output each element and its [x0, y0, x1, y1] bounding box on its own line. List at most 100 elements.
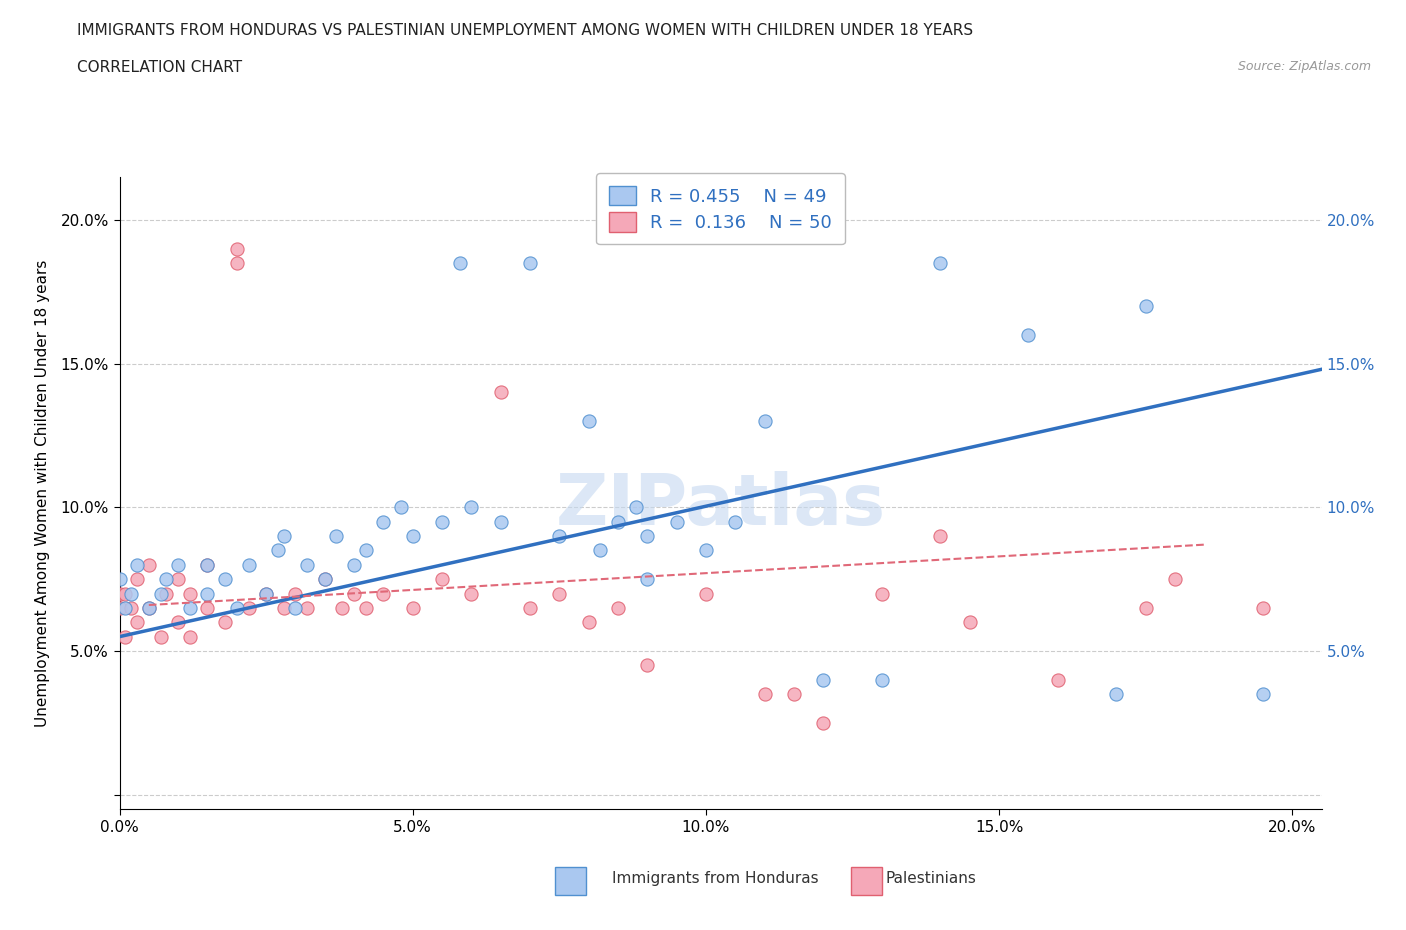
- Text: CORRELATION CHART: CORRELATION CHART: [77, 60, 242, 75]
- Point: [1017, 327, 1039, 342]
- Point: [214, 615, 236, 630]
- Point: [1135, 299, 1157, 313]
- Point: [624, 499, 647, 514]
- Point: [149, 630, 172, 644]
- Point: [489, 514, 512, 529]
- Point: [295, 601, 318, 616]
- Point: [460, 586, 482, 601]
- Point: [811, 672, 834, 687]
- Point: [1046, 672, 1069, 687]
- Point: [343, 557, 366, 572]
- Point: [1105, 686, 1128, 701]
- Point: [783, 686, 806, 701]
- Point: [548, 586, 571, 601]
- Point: [138, 601, 160, 616]
- Point: [870, 672, 893, 687]
- Point: [695, 586, 717, 601]
- Point: [225, 256, 247, 271]
- Point: [1135, 601, 1157, 616]
- Point: [519, 601, 541, 616]
- Point: [108, 572, 131, 587]
- Point: [430, 514, 453, 529]
- Point: [114, 601, 136, 616]
- Point: [607, 601, 630, 616]
- Point: [267, 543, 290, 558]
- Y-axis label: Unemployment Among Women with Children Under 18 years: Unemployment Among Women with Children U…: [35, 259, 49, 726]
- Point: [155, 586, 177, 601]
- Point: [389, 499, 412, 514]
- Point: [138, 557, 160, 572]
- Point: [929, 256, 952, 271]
- Point: [179, 586, 201, 601]
- Point: [120, 586, 142, 601]
- Text: IMMIGRANTS FROM HONDURAS VS PALESTINIAN UNEMPLOYMENT AMONG WOMEN WITH CHILDREN U: IMMIGRANTS FROM HONDURAS VS PALESTINIAN …: [77, 23, 973, 38]
- Point: [430, 572, 453, 587]
- Point: [314, 572, 336, 587]
- Point: [402, 528, 425, 543]
- Point: [578, 414, 600, 429]
- Point: [127, 615, 149, 630]
- Point: [179, 630, 201, 644]
- Point: [354, 543, 377, 558]
- Point: [197, 601, 219, 616]
- Point: [167, 615, 190, 630]
- Point: [149, 586, 172, 601]
- Point: [108, 586, 131, 601]
- Point: [460, 499, 482, 514]
- Point: [325, 528, 347, 543]
- Point: [402, 601, 425, 616]
- Point: [449, 256, 471, 271]
- Point: [238, 557, 260, 572]
- Point: [724, 514, 747, 529]
- Point: [959, 615, 981, 630]
- Point: [120, 601, 142, 616]
- Point: [811, 715, 834, 730]
- Text: ZIPatlas: ZIPatlas: [555, 472, 886, 540]
- Point: [108, 601, 131, 616]
- Point: [636, 658, 658, 672]
- Point: [167, 557, 190, 572]
- Point: [284, 586, 307, 601]
- Point: [155, 572, 177, 587]
- Point: [578, 615, 600, 630]
- Point: [548, 528, 571, 543]
- Text: Palestinians: Palestinians: [886, 871, 977, 886]
- Point: [636, 528, 658, 543]
- Point: [1251, 601, 1274, 616]
- Point: [373, 514, 395, 529]
- Point: [354, 601, 377, 616]
- Point: [754, 414, 776, 429]
- Point: [373, 586, 395, 601]
- Text: Source: ZipAtlas.com: Source: ZipAtlas.com: [1237, 60, 1371, 73]
- Point: [238, 601, 260, 616]
- Point: [197, 557, 219, 572]
- Point: [197, 586, 219, 601]
- Point: [929, 528, 952, 543]
- Text: Immigrants from Honduras: Immigrants from Honduras: [612, 871, 818, 886]
- Point: [295, 557, 318, 572]
- Point: [254, 586, 277, 601]
- Point: [273, 528, 295, 543]
- Point: [519, 256, 541, 271]
- Point: [225, 241, 247, 256]
- Point: [1164, 572, 1187, 587]
- Point: [254, 586, 277, 601]
- Point: [330, 601, 353, 616]
- Point: [343, 586, 366, 601]
- Point: [197, 557, 219, 572]
- Point: [114, 630, 136, 644]
- Point: [636, 572, 658, 587]
- Point: [1251, 686, 1274, 701]
- Point: [665, 514, 688, 529]
- Point: [314, 572, 336, 587]
- Point: [489, 385, 512, 400]
- Point: [754, 686, 776, 701]
- Point: [167, 572, 190, 587]
- Point: [589, 543, 612, 558]
- Point: [127, 572, 149, 587]
- Point: [273, 601, 295, 616]
- Point: [695, 543, 717, 558]
- Point: [179, 601, 201, 616]
- Point: [607, 514, 630, 529]
- Legend: R = 0.455    N = 49, R =  0.136    N = 50: R = 0.455 N = 49, R = 0.136 N = 50: [596, 173, 845, 245]
